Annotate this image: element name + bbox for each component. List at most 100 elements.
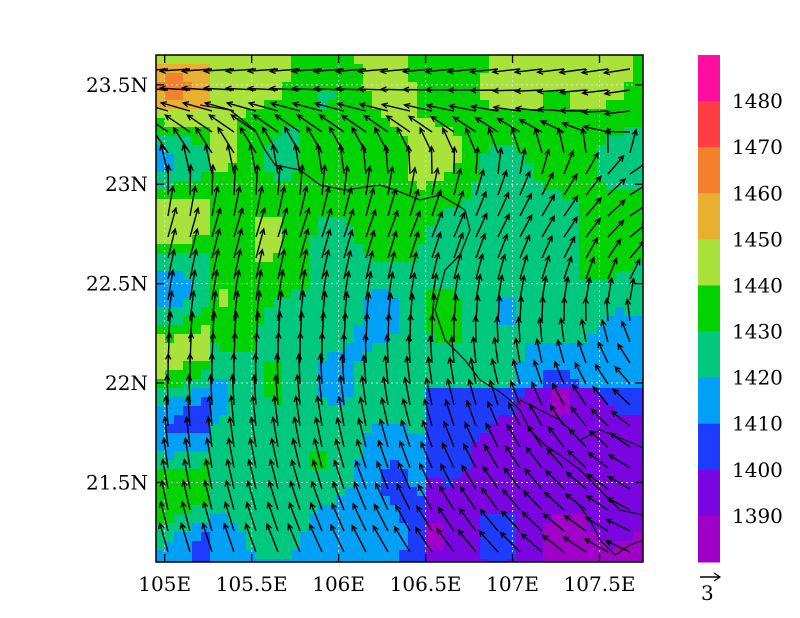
shade-cell (480, 271, 490, 281)
shade-cell (228, 505, 238, 515)
wind-arrow (565, 471, 587, 490)
shade-cell (462, 199, 472, 209)
colorbar-label: 1460 (732, 181, 783, 205)
shade-cell (372, 352, 382, 362)
wind-arrow (382, 354, 389, 385)
wind-arrow (181, 479, 191, 511)
shade-cell (516, 442, 526, 452)
shade-cell (210, 406, 220, 416)
shade-cell (444, 217, 454, 227)
shade-cell (615, 154, 625, 164)
shade-cell (507, 145, 517, 155)
shade-cell (525, 523, 535, 533)
wind-arrow (523, 468, 543, 490)
wind-arrow (308, 523, 323, 553)
shade-cell (273, 325, 283, 335)
shade-cell (237, 172, 247, 182)
shade-cell (597, 226, 607, 236)
shade-cell (174, 172, 184, 182)
shade-cell (219, 127, 229, 137)
shade-cell (354, 280, 364, 290)
shade-cell (309, 352, 319, 362)
shade-cell (291, 235, 301, 245)
wind-arrow (356, 417, 367, 448)
wind-arrow (513, 87, 543, 95)
shade-cell (498, 469, 508, 479)
shade-cell (399, 451, 409, 461)
wind-arrow (393, 525, 411, 553)
wind-arrow (163, 114, 191, 133)
shade-cell (417, 559, 427, 562)
shade-cell (345, 514, 355, 524)
shade-cell (489, 253, 499, 263)
shade-cell (489, 145, 499, 155)
shade-cell (372, 55, 382, 65)
shade-cell (255, 541, 265, 551)
shade-cell (336, 415, 346, 425)
shade-cell (228, 172, 238, 182)
shade-cell (237, 55, 247, 65)
shade-cell (192, 505, 202, 515)
shade-cell (471, 118, 481, 128)
shade-cell (345, 523, 355, 533)
shade-cell (408, 352, 418, 362)
wind-arrow (487, 127, 499, 154)
shade-cell (453, 172, 463, 182)
wind-arrow (629, 277, 636, 301)
shade-cell (624, 136, 634, 146)
wind-arrow (409, 230, 420, 259)
shade-cell (570, 208, 580, 218)
shade-cell (615, 118, 625, 128)
colorbar-label: 1470 (732, 135, 783, 159)
shade-cell (561, 307, 571, 317)
shade-cell (165, 523, 175, 533)
shade-cell (210, 217, 220, 227)
shade-cell (327, 163, 337, 173)
shade-cell (246, 334, 256, 344)
shade-cell (543, 136, 553, 146)
shade-cell (426, 172, 436, 182)
shade-cell (255, 217, 265, 227)
shade-cell (399, 190, 409, 200)
shade-cell (345, 280, 355, 290)
shade-cell (237, 280, 247, 290)
wind-arrow (547, 426, 565, 448)
shade-cell (480, 181, 490, 191)
shade-cell (606, 307, 616, 317)
shade-cell (417, 55, 427, 65)
shade-cell (354, 451, 364, 461)
shade-cell (174, 163, 184, 173)
shade-cell (336, 172, 346, 182)
shade-cell (318, 343, 328, 353)
colorbar-label: 1410 (732, 412, 783, 436)
shade-cell (480, 100, 490, 110)
shade-cell (624, 100, 634, 110)
shade-cell (210, 442, 220, 452)
shade-cell (570, 307, 580, 317)
colorbar-swatch (698, 515, 720, 563)
shade-cell (174, 307, 184, 317)
shade-cell (174, 352, 184, 362)
shade-cell (156, 397, 166, 407)
shade-cell (246, 541, 256, 551)
shade-cell (390, 181, 400, 191)
shade-cell (165, 460, 175, 470)
shade-cell (489, 262, 499, 272)
shade-cell (444, 505, 454, 515)
shade-cell (174, 514, 184, 524)
shade-cell (237, 289, 247, 299)
shade-cell (507, 109, 517, 119)
shade-cell (228, 289, 238, 299)
wind-arrow (585, 175, 602, 196)
shade-cell (345, 64, 355, 74)
shade-cell (354, 154, 364, 164)
shade-cell (444, 280, 454, 290)
shade-cell (201, 226, 211, 236)
shade-cell (228, 55, 238, 65)
wind-arrow (299, 248, 309, 280)
wind-arrow (189, 206, 200, 238)
shade-cell (354, 190, 364, 200)
shade-cell (363, 235, 373, 245)
shade-cell (552, 334, 562, 344)
shade-cell (255, 559, 265, 562)
